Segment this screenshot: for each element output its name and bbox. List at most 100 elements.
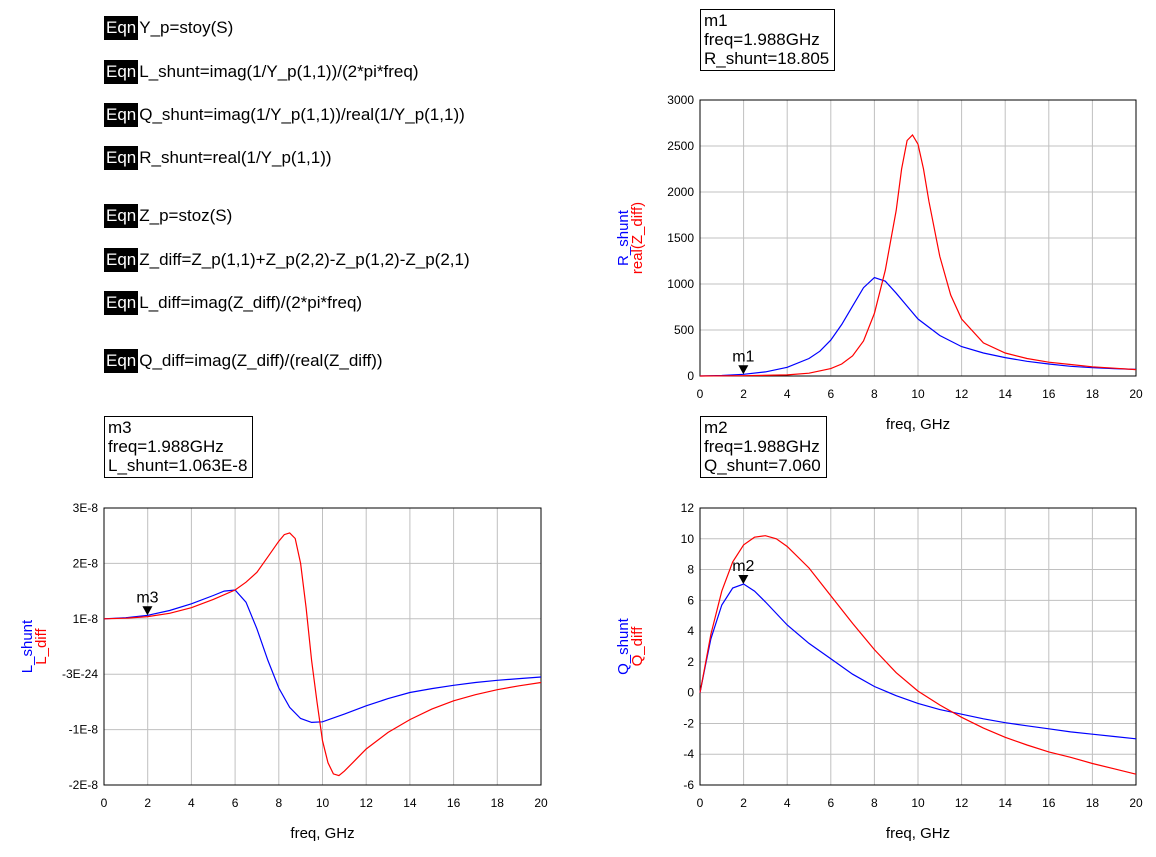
y-axis-label: R_shunt: [615, 209, 632, 266]
series-line: [699, 134, 1137, 377]
y-tick-label: 6: [687, 593, 694, 607]
y-axis-label: real(Z_diff): [629, 202, 646, 274]
marker-value: Q_shunt=7.060: [704, 456, 821, 475]
y-axis-label: Q_shunt: [615, 617, 632, 675]
x-tick-label: 14: [403, 796, 417, 810]
x-tick-label: 0: [101, 796, 108, 810]
x-tick-label: 2: [740, 387, 747, 401]
equation-text: Y_p=stoy(S): [139, 18, 234, 37]
y-tick-label: 2E-8: [73, 556, 99, 570]
marker-freq: freq=1.988GHz: [704, 30, 820, 49]
x-tick-label: 0: [697, 796, 704, 810]
plot-frame: [699, 507, 1137, 786]
eqn-badge: Eqn: [104, 291, 139, 315]
marker-label: m2: [732, 558, 754, 575]
equation-row[interactable]: Eqn L_diff=imag(Z_diff)/(2*pi*freq): [104, 290, 362, 316]
x-tick-label: 12: [955, 796, 969, 810]
equation-row[interactable]: Eqn Z_p=stoz(S): [104, 203, 232, 229]
equation-text: Q_shunt=imag(1/Y_p(1,1))/real(1/Y_p(1,1)…: [139, 105, 465, 124]
y-tick-label: 12: [681, 501, 695, 515]
marker-readout-m2[interactable]: m2 freq=1.988GHz Q_shunt=7.060: [700, 416, 827, 478]
x-tick-label: 12: [955, 387, 969, 401]
marker-freq: freq=1.988GHz: [108, 437, 224, 456]
y-tick-label: 3E-8: [73, 501, 99, 515]
y-tick-label: 500: [674, 323, 694, 337]
x-tick-label: 18: [1086, 796, 1100, 810]
marker-readout-m1[interactable]: m1 freq=1.988GHz R_shunt=18.805: [700, 9, 836, 71]
y-tick-label: 8: [687, 563, 694, 577]
marker-value: R_shunt=18.805: [704, 49, 830, 68]
y-tick-label: 3000: [667, 93, 694, 107]
marker-name: m1: [704, 11, 728, 30]
eqn-badge: Eqn: [104, 60, 139, 84]
y-axis-label: L_diff: [33, 627, 50, 664]
equation-row[interactable]: Eqn Z_diff=Z_p(1,1)+Z_p(2,2)-Z_p(1,2)-Z_…: [104, 247, 470, 273]
plot-frame: [699, 99, 1137, 377]
equation-text: R_shunt=real(1/Y_p(1,1)): [139, 148, 332, 167]
equation-text: Q_diff=imag(Z_diff)/(real(Z_diff)): [139, 351, 383, 370]
y-tick-label: 2500: [667, 139, 694, 153]
x-tick-label: 10: [911, 387, 925, 401]
equation-row[interactable]: Eqn Y_p=stoy(S): [104, 15, 233, 41]
x-tick-label: 18: [491, 796, 505, 810]
x-tick-label: 2: [144, 796, 151, 810]
x-tick-label: 6: [827, 796, 834, 810]
eqn-badge: Eqn: [104, 103, 139, 127]
x-tick-label: 16: [1042, 387, 1056, 401]
x-tick-label: 20: [1129, 387, 1143, 401]
equation-text: Z_diff=Z_p(1,1)+Z_p(2,2)-Z_p(1,2)-Z_p(2,…: [139, 250, 470, 269]
x-axis-label: freq, GHz: [290, 825, 354, 842]
y-tick-label: 0: [687, 369, 694, 383]
y-tick-label: 1000: [667, 277, 694, 291]
equation-row[interactable]: Eqn R_shunt=real(1/Y_p(1,1)): [104, 145, 332, 171]
equation-text: L_diff=imag(Z_diff)/(2*pi*freq): [139, 293, 363, 312]
marker-triangle: [738, 365, 749, 375]
y-tick-label: -2E-8: [69, 778, 99, 792]
x-tick-label: 14: [999, 387, 1013, 401]
plot-frame: [103, 507, 542, 786]
equation-row[interactable]: Eqn Q_diff=imag(Z_diff)/(real(Z_diff)): [104, 348, 383, 374]
marker-readout-m3[interactable]: m3 freq=1.988GHz L_shunt=1.063E-8: [104, 416, 254, 478]
series-line: [699, 583, 1137, 740]
x-tick-label: 6: [827, 387, 834, 401]
x-tick-label: 8: [871, 387, 878, 401]
x-tick-label: 10: [911, 796, 925, 810]
marker-triangle: [142, 606, 153, 616]
x-tick-label: 6: [232, 796, 239, 810]
x-tick-label: 18: [1086, 387, 1100, 401]
y-tick-label: -4: [683, 747, 694, 761]
eqn-badge: Eqn: [104, 204, 139, 228]
x-tick-label: 12: [360, 796, 374, 810]
y-tick-label: 1500: [667, 231, 694, 245]
x-tick-label: 2: [740, 796, 747, 810]
eqn-badge: Eqn: [104, 349, 139, 373]
marker-label: m3: [136, 589, 158, 606]
series-line: [103, 589, 542, 724]
x-axis-label: freq, GHz: [886, 416, 950, 433]
equation-text: Z_p=stoz(S): [139, 206, 233, 225]
marker-label: m1: [732, 348, 754, 365]
x-tick-label: 14: [999, 796, 1013, 810]
y-tick-label: 4: [687, 624, 694, 638]
marker-name: m2: [704, 418, 728, 437]
x-tick-label: 20: [1129, 796, 1143, 810]
y-tick-label: -3E-24: [62, 667, 98, 681]
eqn-badge: Eqn: [104, 146, 139, 170]
x-tick-label: 20: [534, 796, 548, 810]
y-tick-label: 10: [681, 532, 695, 546]
x-tick-label: 4: [784, 796, 791, 810]
x-tick-label: 10: [316, 796, 330, 810]
x-tick-label: 16: [1042, 796, 1056, 810]
y-tick-label: 2: [687, 655, 694, 669]
y-tick-label: 2000: [667, 185, 694, 199]
equation-row[interactable]: Eqn Q_shunt=imag(1/Y_p(1,1))/real(1/Y_p(…: [104, 102, 465, 128]
x-axis-label: freq, GHz: [886, 825, 950, 842]
y-tick-label: 0: [687, 686, 694, 700]
eqn-badge: Eqn: [104, 16, 139, 40]
y-axis-label: L_shunt: [19, 619, 36, 673]
y-tick-label: 1E-8: [73, 612, 99, 626]
x-tick-label: 4: [784, 387, 791, 401]
equation-row[interactable]: Eqn L_shunt=imag(1/Y_p(1,1))/(2*pi*freq): [104, 59, 418, 85]
equation-text: L_shunt=imag(1/Y_p(1,1))/(2*pi*freq): [139, 62, 419, 81]
